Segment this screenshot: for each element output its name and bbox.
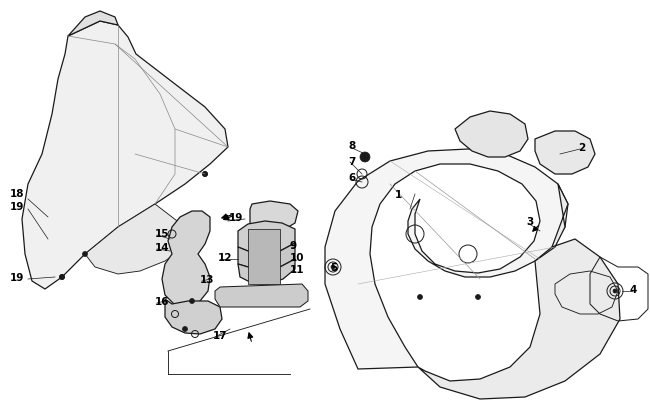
Text: 6: 6 (348, 173, 356, 183)
Polygon shape (165, 299, 222, 334)
Circle shape (203, 172, 207, 177)
Text: 7: 7 (348, 157, 356, 166)
Text: 5: 5 (330, 262, 337, 272)
Polygon shape (250, 202, 298, 230)
Polygon shape (248, 230, 280, 284)
Text: 17: 17 (213, 330, 228, 340)
Circle shape (417, 295, 422, 300)
Circle shape (83, 252, 88, 257)
Circle shape (613, 289, 617, 293)
Text: 18: 18 (10, 189, 25, 198)
Text: 3: 3 (526, 216, 533, 226)
Polygon shape (22, 22, 228, 289)
Circle shape (60, 275, 64, 280)
Polygon shape (238, 222, 295, 254)
Polygon shape (418, 185, 620, 399)
Text: 10: 10 (290, 252, 304, 262)
Polygon shape (85, 205, 195, 274)
Circle shape (360, 153, 370, 162)
Text: 11: 11 (290, 264, 304, 274)
Circle shape (190, 299, 194, 304)
Text: 15: 15 (155, 228, 170, 239)
Text: 16: 16 (155, 296, 170, 306)
Circle shape (476, 295, 480, 300)
Text: 8: 8 (348, 141, 356, 151)
Polygon shape (68, 12, 118, 37)
Text: 1: 1 (395, 190, 402, 200)
Polygon shape (215, 284, 308, 307)
Text: 19: 19 (10, 272, 25, 282)
Text: 2: 2 (578, 143, 585, 153)
Polygon shape (238, 243, 295, 269)
Polygon shape (455, 112, 528, 158)
Circle shape (203, 172, 207, 177)
Text: 19: 19 (229, 213, 243, 222)
Polygon shape (162, 211, 210, 307)
Text: 19: 19 (10, 202, 25, 211)
Circle shape (60, 275, 64, 280)
Polygon shape (535, 132, 595, 175)
Circle shape (183, 327, 187, 332)
Text: 12: 12 (218, 252, 233, 262)
Text: 4: 4 (630, 284, 638, 294)
Polygon shape (238, 259, 295, 284)
Circle shape (331, 265, 335, 269)
Text: 14: 14 (155, 243, 170, 252)
Text: 9: 9 (290, 241, 297, 250)
Text: 13: 13 (200, 274, 214, 284)
Polygon shape (325, 149, 568, 369)
